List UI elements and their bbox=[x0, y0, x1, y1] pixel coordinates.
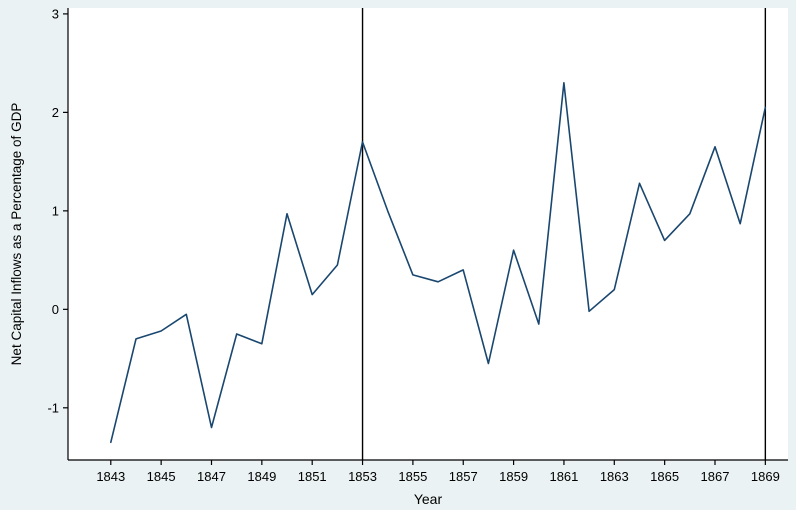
y-axis-title: Net Capital Inflows as a Percentage of G… bbox=[9, 103, 24, 366]
x-tick-label: 1845 bbox=[147, 469, 176, 484]
x-tick-label: 1865 bbox=[650, 469, 679, 484]
x-tick-label: 1867 bbox=[701, 469, 730, 484]
x-tick-label: 1853 bbox=[348, 469, 377, 484]
y-tick-label: 3 bbox=[52, 6, 59, 21]
y-tick-label: 1 bbox=[52, 203, 59, 218]
x-axis-title: Year bbox=[414, 491, 443, 507]
y-tick-label: 2 bbox=[52, 105, 59, 120]
x-tick-label: 1851 bbox=[298, 469, 327, 484]
x-tick-label: 1855 bbox=[398, 469, 427, 484]
y-tick-label: 0 bbox=[52, 302, 59, 317]
x-tick-label: 1857 bbox=[449, 469, 478, 484]
x-tick-label: 1847 bbox=[197, 469, 226, 484]
series-line bbox=[110, 82, 767, 444]
x-tick-label: 1869 bbox=[751, 469, 780, 484]
x-tick-label: 1859 bbox=[499, 469, 528, 484]
y-tick-label: -1 bbox=[47, 400, 59, 415]
x-tick-label: 1861 bbox=[549, 469, 578, 484]
x-tick-label: 1843 bbox=[96, 469, 125, 484]
x-tick-label: 1863 bbox=[600, 469, 629, 484]
plot-area bbox=[68, 8, 788, 460]
x-tick-label: 1849 bbox=[247, 469, 276, 484]
